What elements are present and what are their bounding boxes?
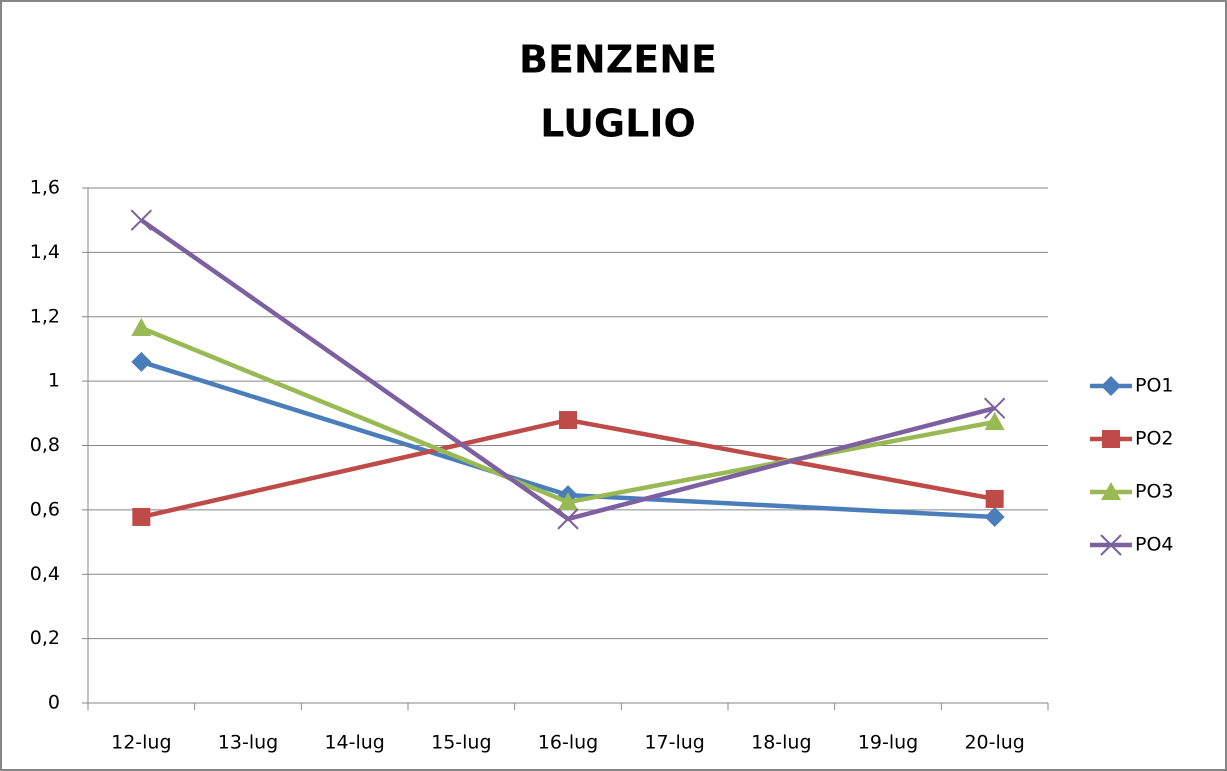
x-tick-label: 19-lug bbox=[858, 732, 918, 754]
legend-marker bbox=[1101, 482, 1121, 500]
marker bbox=[985, 489, 1004, 508]
x-tick-label: 15-lug bbox=[431, 732, 491, 754]
x-tick-label: 16-lug bbox=[538, 732, 598, 754]
y-tick-label: 1,4 bbox=[30, 241, 60, 263]
marker bbox=[558, 492, 578, 511]
marker bbox=[131, 351, 152, 372]
legend-marker bbox=[1101, 376, 1121, 396]
marker bbox=[130, 209, 153, 231]
marker bbox=[131, 318, 152, 337]
y-tick-label: 0,4 bbox=[30, 563, 60, 585]
y-tick-label: 0,6 bbox=[30, 498, 60, 520]
y-tick-label: 1,6 bbox=[30, 177, 60, 199]
legend-label: PO4 bbox=[1135, 534, 1174, 556]
y-tick-label: 0,8 bbox=[30, 434, 60, 456]
legend-label: PO2 bbox=[1135, 428, 1174, 450]
x-tick-label: 14-lug bbox=[324, 732, 384, 754]
y-tick-label: 1 bbox=[48, 370, 60, 392]
marker bbox=[984, 506, 1005, 527]
legend-marker bbox=[1100, 534, 1122, 556]
y-tick-label: 0,2 bbox=[30, 627, 60, 649]
x-tick-label: 13-lug bbox=[218, 732, 278, 754]
x-tick-label: 20-lug bbox=[964, 732, 1024, 754]
chart-title: BENZENE bbox=[519, 38, 717, 82]
legend-label: PO1 bbox=[1135, 375, 1174, 397]
marker bbox=[132, 507, 151, 526]
y-tick-label: 1,2 bbox=[30, 305, 60, 327]
y-tick-label: 0 bbox=[48, 692, 60, 714]
x-tick-label: 17-lug bbox=[644, 732, 704, 754]
legend-label: PO3 bbox=[1135, 481, 1174, 503]
x-tick-label: 12-lug bbox=[111, 732, 171, 754]
chart-title: LUGLIO bbox=[540, 102, 696, 146]
x-tick-label: 18-lug bbox=[751, 732, 811, 754]
marker bbox=[559, 411, 577, 430]
marker bbox=[984, 412, 1005, 431]
marker bbox=[983, 397, 1006, 419]
marker bbox=[557, 508, 579, 530]
legend-marker bbox=[1102, 430, 1120, 448]
